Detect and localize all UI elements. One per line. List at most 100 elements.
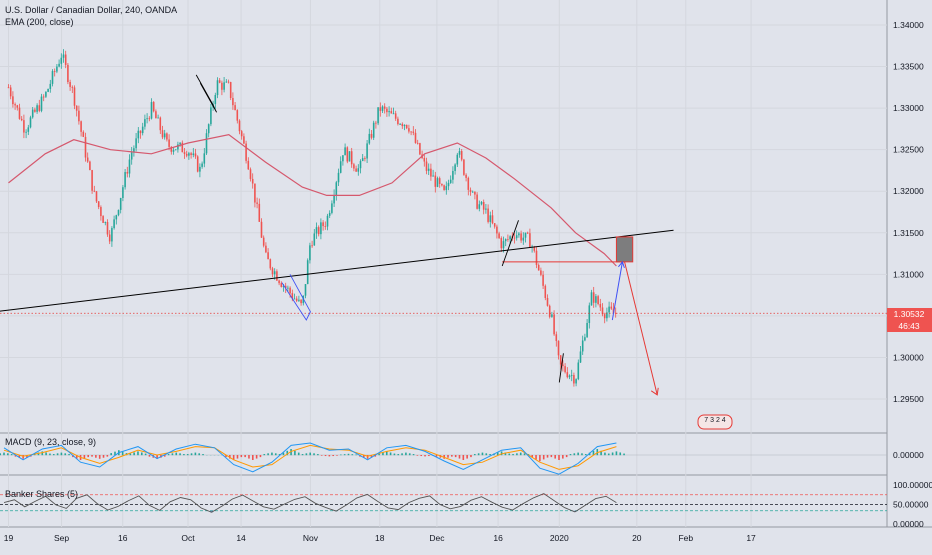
candle-body[interactable] <box>120 198 122 210</box>
candle-body[interactable] <box>527 233 529 234</box>
candle-body[interactable] <box>529 233 531 247</box>
candle-body[interactable] <box>153 102 155 111</box>
candle-body[interactable] <box>514 238 516 239</box>
candle-body[interactable] <box>432 176 434 177</box>
candle-body[interactable] <box>278 281 280 284</box>
candle-body[interactable] <box>85 137 87 158</box>
candle-body[interactable] <box>109 234 111 241</box>
candle-body[interactable] <box>406 125 408 128</box>
candle-body[interactable] <box>67 65 69 82</box>
candle-body[interactable] <box>193 153 195 155</box>
candle-body[interactable] <box>155 111 157 118</box>
candle-body[interactable] <box>435 176 437 187</box>
candle-body[interactable] <box>221 83 223 90</box>
candle-body[interactable] <box>166 133 168 139</box>
candle-body[interactable] <box>80 121 82 132</box>
candle-body[interactable] <box>573 375 575 383</box>
candle-body[interactable] <box>10 87 12 96</box>
candle-body[interactable] <box>498 233 500 238</box>
candle-body[interactable] <box>138 131 140 139</box>
candle-body[interactable] <box>259 204 261 222</box>
candle-body[interactable] <box>485 209 487 210</box>
candle-body[interactable] <box>558 341 560 355</box>
candle-body[interactable] <box>47 89 49 92</box>
candle-body[interactable] <box>305 284 307 296</box>
candle-body[interactable] <box>177 144 179 149</box>
candle-body[interactable] <box>505 239 507 241</box>
candle-body[interactable] <box>329 213 331 216</box>
candle-body[interactable] <box>39 105 41 111</box>
candle-body[interactable] <box>327 216 329 227</box>
candle-body[interactable] <box>316 227 318 233</box>
candle-body[interactable] <box>208 124 210 133</box>
macd-legend[interactable]: MACD (9, 23, close, 9) <box>5 437 96 447</box>
candle-body[interactable] <box>287 288 289 289</box>
candle-body[interactable] <box>160 118 162 131</box>
candle-body[interactable] <box>98 201 100 207</box>
candle-body[interactable] <box>347 147 349 161</box>
candle-body[interactable] <box>168 139 170 146</box>
candle-body[interactable] <box>54 71 56 72</box>
candle-body[interactable] <box>300 300 302 303</box>
candle-body[interactable] <box>318 227 320 234</box>
candle-body[interactable] <box>382 106 384 110</box>
candle-body[interactable] <box>349 151 351 161</box>
candle-body[interactable] <box>439 178 441 184</box>
candle-body[interactable] <box>364 158 366 159</box>
candle-body[interactable] <box>256 203 258 204</box>
candle-body[interactable] <box>556 334 558 341</box>
candle-body[interactable] <box>542 275 544 286</box>
candle-body[interactable] <box>149 118 151 119</box>
candle-body[interactable] <box>157 118 159 119</box>
candle-body[interactable] <box>336 182 338 195</box>
candle-body[interactable] <box>107 222 109 234</box>
candle-body[interactable] <box>333 195 335 203</box>
candle-body[interactable] <box>366 143 368 158</box>
candle-body[interactable] <box>311 245 313 246</box>
candle-body[interactable] <box>89 162 91 170</box>
banker-legend[interactable]: Banker Shares (5) <box>5 489 78 499</box>
candle-body[interactable] <box>28 127 30 131</box>
candle-body[interactable] <box>331 203 333 213</box>
candle-body[interactable] <box>23 120 25 132</box>
candle-body[interactable] <box>63 55 65 58</box>
candle-body[interactable] <box>338 173 340 182</box>
candle-body[interactable] <box>492 215 494 223</box>
candle-body[interactable] <box>41 97 43 111</box>
candle-body[interactable] <box>408 128 410 131</box>
candle-body[interactable] <box>496 227 498 234</box>
candle-body[interactable] <box>96 191 98 201</box>
candle-body[interactable] <box>164 133 166 137</box>
candle-body[interactable] <box>465 175 467 178</box>
candle-body[interactable] <box>503 241 505 248</box>
candle-body[interactable] <box>397 119 399 124</box>
candle-body[interactable] <box>184 152 186 154</box>
candle-body[interactable] <box>454 164 456 170</box>
candle-body[interactable] <box>43 97 45 98</box>
candle-body[interactable] <box>131 153 133 160</box>
candle-body[interactable] <box>45 92 47 97</box>
candle-body[interactable] <box>402 124 404 126</box>
candle-body[interactable] <box>232 98 234 105</box>
candle-body[interactable] <box>215 95 217 104</box>
candle-body[interactable] <box>210 107 212 124</box>
candle-body[interactable] <box>575 379 577 383</box>
candle-body[interactable] <box>560 355 562 364</box>
candle-body[interactable] <box>580 351 582 362</box>
candle-body[interactable] <box>320 222 322 234</box>
candle-body[interactable] <box>204 153 206 163</box>
candle-body[interactable] <box>294 299 296 300</box>
candle-body[interactable] <box>17 105 19 107</box>
candle-body[interactable] <box>30 117 32 127</box>
candle-body[interactable] <box>501 238 503 248</box>
candle-body[interactable] <box>446 186 448 190</box>
candle-body[interactable] <box>223 82 225 89</box>
candle-body[interactable] <box>309 245 311 260</box>
candle-body[interactable] <box>206 133 208 153</box>
candle-body[interactable] <box>507 239 509 240</box>
candle-body[interactable] <box>419 143 421 154</box>
candle-body[interactable] <box>448 183 450 186</box>
candle-body[interactable] <box>595 296 597 303</box>
candle-body[interactable] <box>195 153 197 156</box>
candle-body[interactable] <box>175 149 177 150</box>
